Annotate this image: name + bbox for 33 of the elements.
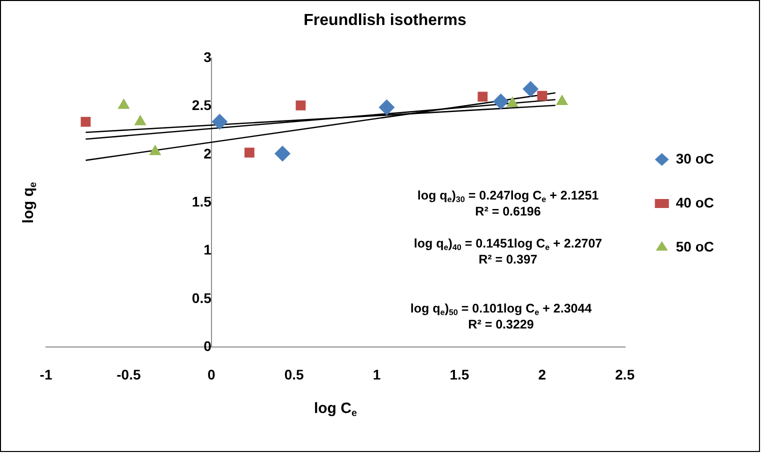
y-axis-title: log qe — [20, 182, 40, 224]
legend-label: 50 oC — [676, 238, 714, 254]
y-tick-label: 3 — [204, 49, 212, 66]
point — [244, 148, 254, 158]
point — [556, 94, 568, 106]
point — [492, 94, 509, 110]
annotation: R² = 0.3229 — [468, 317, 534, 332]
y-tick-label: 2.5 — [192, 97, 212, 114]
y-tick-label: 0 — [204, 338, 212, 354]
point — [522, 81, 539, 98]
point — [378, 99, 395, 116]
y-tick-label: 1.5 — [192, 194, 212, 210]
point — [296, 100, 306, 110]
x-tick-label: 2 — [538, 366, 546, 382]
chart-title: Freundlish isotherms — [304, 12, 466, 30]
point — [80, 116, 91, 127]
annotation: R² = 0.6196 — [475, 204, 541, 218]
point — [537, 90, 548, 101]
annotation: R² = 0.397 — [478, 252, 538, 266]
point — [274, 146, 291, 162]
y-tick-label: 2 — [204, 145, 212, 162]
y-tick-label: 1 — [204, 242, 212, 258]
legend-label: 30 oC — [676, 150, 714, 166]
x-tick-label: -1 — [40, 366, 52, 382]
x-tick-label: 1.5 — [450, 366, 470, 382]
legend-label: 40 oC — [676, 194, 714, 210]
x-tick-label: 1 — [372, 366, 381, 382]
y-tick-label: 0.5 — [192, 290, 212, 306]
x-tick-label: 0.5 — [284, 366, 304, 382]
point — [212, 114, 228, 130]
x-tick-label: -0.5 — [116, 366, 141, 382]
point — [478, 92, 488, 102]
x-tick-label: 2.5 — [615, 366, 635, 382]
